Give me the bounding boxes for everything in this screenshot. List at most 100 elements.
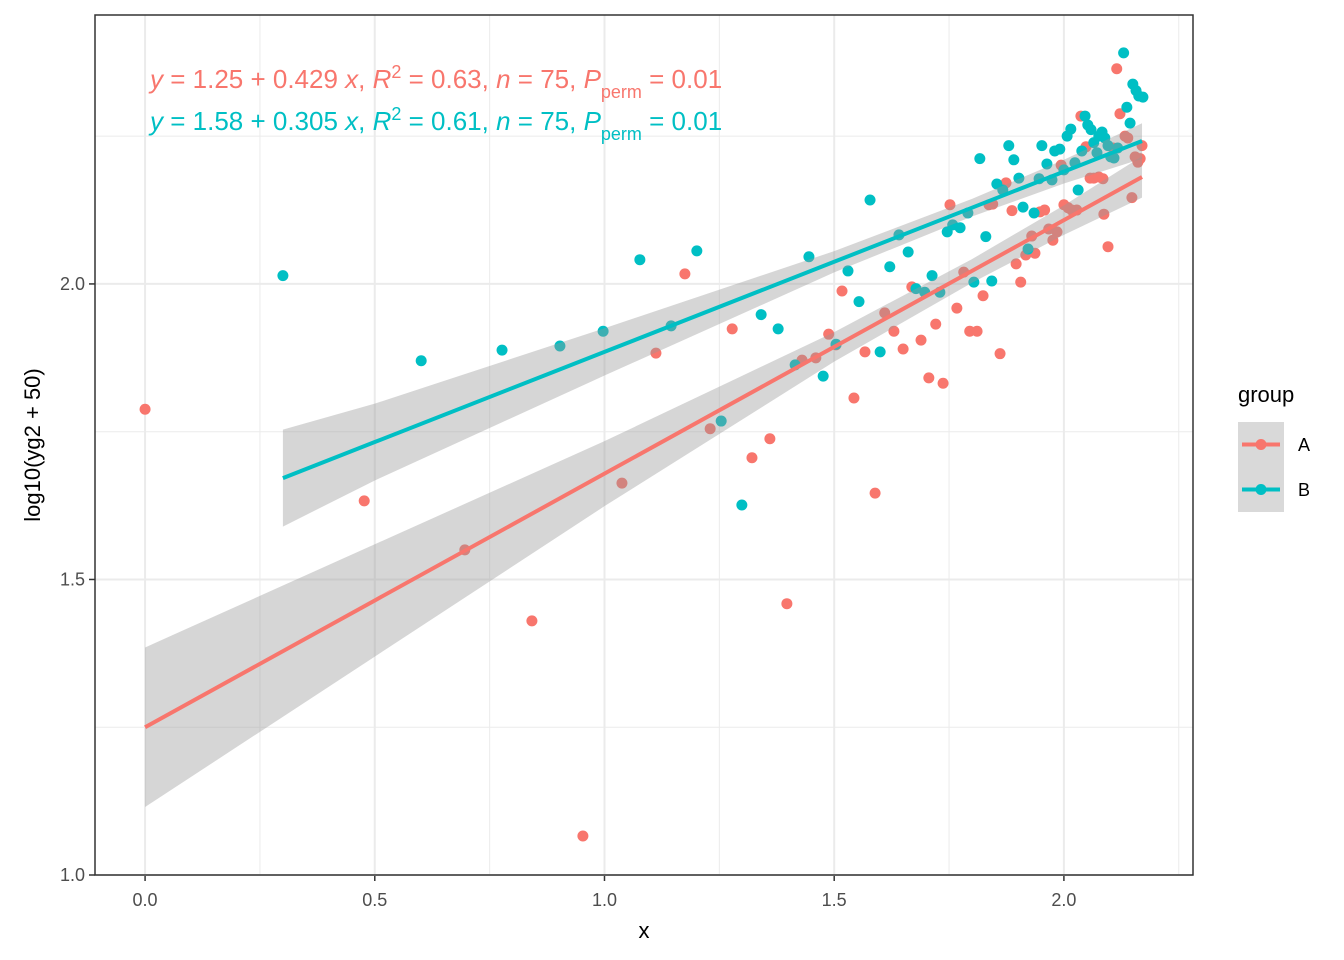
equation-part: = 0.01 xyxy=(642,64,722,94)
fit-line xyxy=(282,139,1143,480)
point xyxy=(954,222,966,234)
point xyxy=(1072,184,1084,196)
point xyxy=(634,254,646,266)
equation-part: = 0.61, xyxy=(401,106,496,136)
point xyxy=(679,268,691,280)
point xyxy=(859,346,871,358)
confidence-band xyxy=(145,156,1143,808)
point xyxy=(358,495,370,507)
point xyxy=(1015,276,1027,288)
point xyxy=(1108,152,1120,164)
point xyxy=(1065,123,1077,135)
point xyxy=(526,615,538,627)
point xyxy=(577,830,589,842)
point xyxy=(764,433,776,445)
equation-part: , xyxy=(358,106,372,136)
x-tick-label: 2.0 xyxy=(1051,890,1076,910)
point xyxy=(986,275,998,287)
point xyxy=(1054,143,1066,155)
point xyxy=(1039,204,1051,216)
point xyxy=(974,153,986,165)
y-tick-label: 1.5 xyxy=(60,569,85,589)
point xyxy=(746,452,758,464)
legend-point xyxy=(1255,439,1267,450)
point xyxy=(944,199,956,211)
point xyxy=(1098,208,1110,220)
point xyxy=(1102,241,1114,253)
point xyxy=(691,245,703,257)
point xyxy=(1010,258,1022,270)
equation-part: R xyxy=(373,106,392,136)
point xyxy=(715,415,727,427)
point xyxy=(994,348,1006,360)
equation-label: y = 1.25 + 0.429 x, R2 = 0.63, n = 75, P… xyxy=(148,62,722,102)
point xyxy=(1003,140,1015,152)
point xyxy=(910,283,922,295)
legend-title: group xyxy=(1238,382,1294,407)
point xyxy=(888,325,900,337)
y-tick-label: 2.0 xyxy=(60,274,85,294)
equation-part: P xyxy=(584,64,602,94)
point xyxy=(874,346,886,358)
y-axis-title: log10(yg2 + 50) xyxy=(20,368,45,522)
fit-line xyxy=(144,175,1143,729)
point xyxy=(1006,205,1018,217)
point xyxy=(1076,145,1088,157)
point xyxy=(650,347,662,359)
point xyxy=(926,270,938,282)
point xyxy=(869,487,881,499)
point xyxy=(980,231,992,243)
point xyxy=(1114,108,1126,120)
point xyxy=(1047,234,1059,246)
point xyxy=(1097,173,1109,185)
point xyxy=(616,477,628,489)
equation-part: perm xyxy=(601,124,642,144)
equation-part: P xyxy=(584,106,602,136)
point xyxy=(902,246,914,258)
equation-part: = 1.58 + 0.305 xyxy=(163,106,345,136)
point xyxy=(864,194,876,206)
point xyxy=(884,261,896,273)
point xyxy=(1118,47,1130,59)
equation-part: R xyxy=(373,64,392,94)
point xyxy=(1137,91,1149,103)
point xyxy=(277,270,289,282)
equation-part: n xyxy=(496,64,510,94)
point xyxy=(853,296,865,308)
point xyxy=(1079,110,1091,122)
point xyxy=(1111,63,1123,75)
equation-part: = 0.63, xyxy=(401,64,496,94)
point xyxy=(1124,117,1136,129)
legend-point xyxy=(1255,484,1267,495)
equation-label: y = 1.58 + 0.305 x, R2 = 0.61, n = 75, P… xyxy=(148,104,722,144)
panel-border xyxy=(94,14,1194,876)
point xyxy=(977,290,989,302)
point xyxy=(736,499,748,511)
point xyxy=(823,328,835,340)
point xyxy=(1134,153,1146,165)
point xyxy=(772,323,784,335)
point xyxy=(968,276,980,288)
equation-part: n xyxy=(496,106,510,136)
x-tick-label: 0.5 xyxy=(362,890,387,910)
point xyxy=(704,423,716,435)
equation-part: = 75, xyxy=(511,64,584,94)
point xyxy=(726,323,738,335)
legend-label: A xyxy=(1298,435,1310,455)
point xyxy=(915,334,927,346)
point xyxy=(848,392,860,404)
point xyxy=(836,285,848,297)
x-tick-label: 0.0 xyxy=(133,890,158,910)
point xyxy=(1008,154,1020,166)
point xyxy=(971,325,983,337)
point xyxy=(496,344,508,356)
x-tick-label: 1.5 xyxy=(822,890,847,910)
y-tick-label: 1.0 xyxy=(60,865,85,885)
point xyxy=(1085,124,1097,136)
point xyxy=(817,370,829,382)
point xyxy=(1121,101,1133,113)
legend-label: B xyxy=(1298,480,1310,500)
x-axis-title: x xyxy=(639,918,650,943)
point xyxy=(139,403,151,415)
